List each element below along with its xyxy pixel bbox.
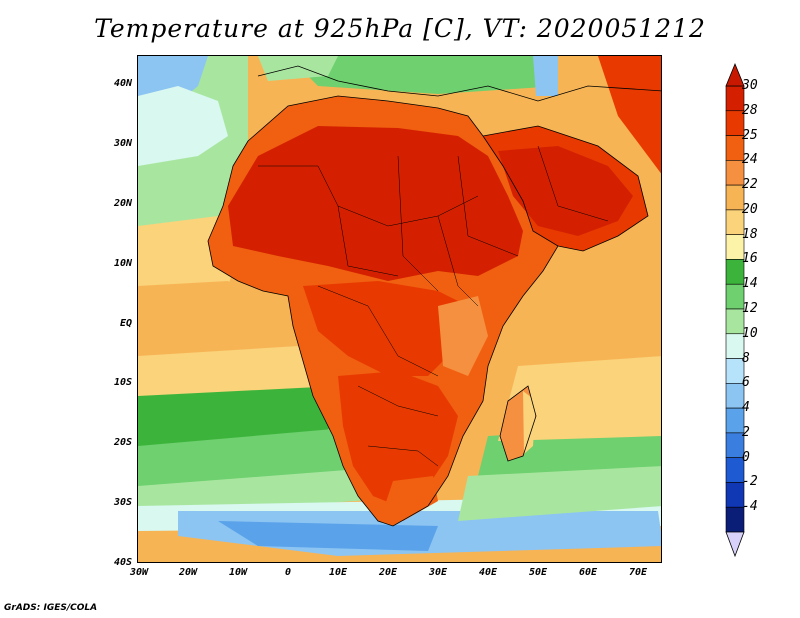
temperature-map: [137, 55, 662, 563]
legend-label: 10: [742, 325, 758, 341]
legend-label: 12: [742, 301, 758, 316]
lat-label-30n: 30N: [113, 138, 132, 149]
lat-label-30s: 30S: [113, 497, 132, 508]
lon-label-10e: 10E: [328, 567, 348, 578]
legend-label: 16: [742, 251, 758, 267]
north-ocean-lightblue: [138, 86, 228, 166]
caspian-blue: [533, 56, 558, 96]
southern-africa-warm: [338, 371, 458, 506]
lat-label-20n: 20N: [113, 198, 132, 209]
legend-label: 14: [742, 276, 758, 292]
lon-label-30w: 30W: [129, 567, 149, 578]
lon-label-70e: 70E: [628, 567, 648, 578]
legend-label: 30: [742, 78, 758, 93]
arabia-hot: [498, 146, 633, 236]
lat-label-10s: 10S: [113, 377, 132, 388]
legend-label: 6: [742, 375, 750, 391]
legend-label: 2: [742, 424, 750, 440]
sahara-hot: [228, 126, 523, 281]
south-ocean-deepblue: [218, 521, 438, 551]
lon-label-0: 0: [284, 567, 292, 578]
asia-hot: [598, 56, 661, 174]
lon-label-30e: 30E: [428, 567, 448, 578]
lon-label-20e: 20E: [378, 567, 398, 578]
legend-label: 4: [742, 400, 750, 416]
lon-label-10w: 10W: [228, 567, 248, 578]
grads-credit: GrADS: IGES/COLA: [4, 603, 98, 613]
legend-label: 25: [742, 127, 758, 143]
country-borders: [258, 145, 609, 467]
coastlines: [207, 65, 661, 527]
indian-ocean-palegreen: [458, 466, 661, 521]
lat-label-40s: 40S: [113, 557, 132, 568]
legend-label: 28: [742, 102, 758, 118]
legend-label: 22: [742, 177, 758, 193]
legend-label: 24: [742, 152, 758, 168]
lat-label-eq: EQ: [119, 318, 132, 329]
lon-label-40e: 40E: [478, 567, 498, 578]
legend-top-arrow: [725, 62, 745, 87]
legend-label: 20: [742, 201, 758, 217]
lat-label-20s: 20S: [113, 437, 132, 448]
legend-label: -4: [742, 499, 758, 515]
central-africa-warm: [303, 281, 468, 376]
southern-highland: [383, 476, 438, 521]
lat-label-40n: 40N: [113, 78, 132, 89]
south-atlantic-yellow: [138, 346, 338, 401]
europe-green: [258, 56, 338, 81]
color-legend: [725, 62, 745, 558]
legend-label: -2: [742, 474, 758, 490]
indian-ocean-yellow: [498, 356, 661, 441]
map-title: Temperature at 925hPa [C], VT: 202005121…: [94, 14, 706, 43]
map-canvas: [138, 56, 661, 562]
legend-label: 8: [742, 350, 750, 366]
legend-label: 18: [742, 226, 758, 242]
legend-label: 0: [742, 449, 750, 465]
lon-label-20w: 20W: [178, 567, 198, 578]
legend-bottom-arrow: [725, 531, 745, 558]
madagascar-east: [523, 391, 536, 454]
lon-label-60e: 60E: [578, 567, 598, 578]
lat-label-10n: 10N: [113, 258, 132, 269]
east-african-highland: [438, 296, 488, 376]
lon-label-50e: 50E: [528, 567, 548, 578]
